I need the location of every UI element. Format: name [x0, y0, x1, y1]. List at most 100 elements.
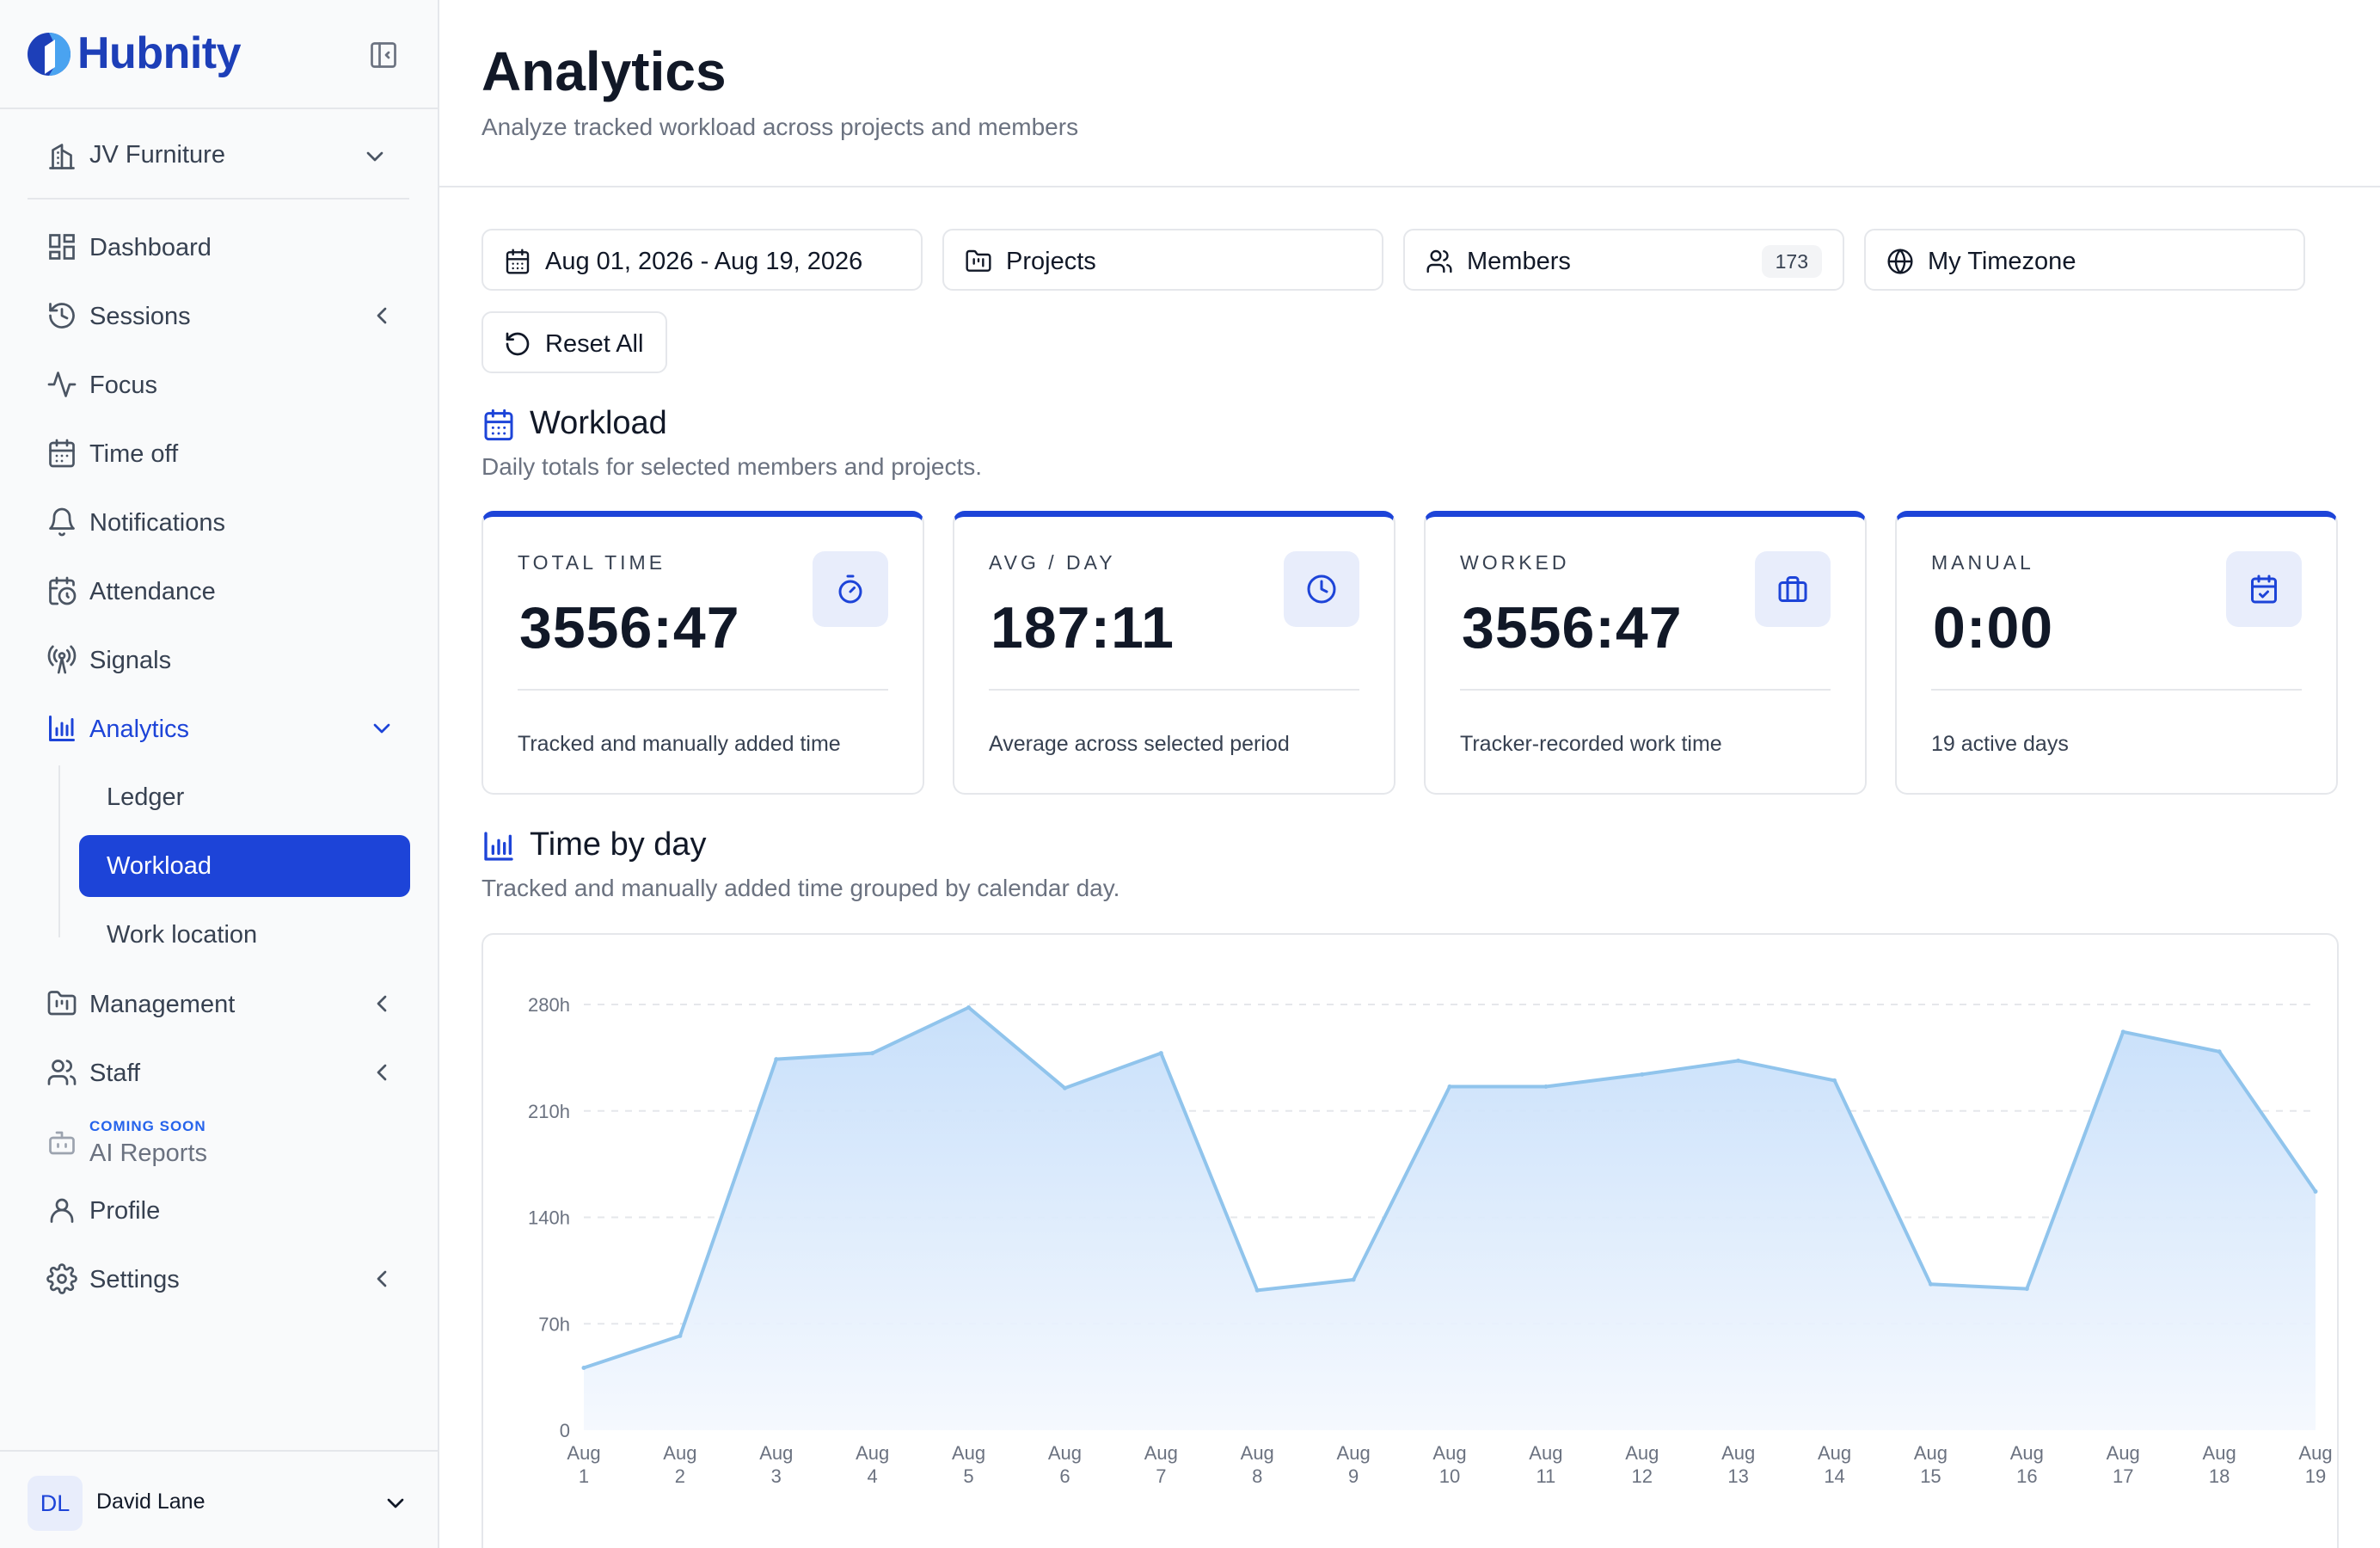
sidebar-item-label: Profile — [89, 1197, 161, 1225]
chart-x-tick-label: 7 — [1156, 1465, 1166, 1487]
stat-card-value: 3556:47 — [1462, 595, 1683, 660]
chart-data-point — [1351, 1277, 1356, 1282]
chart-x-tick-label: 19 — [2305, 1465, 2326, 1487]
chart-x-tick-label: 9 — [1348, 1465, 1359, 1487]
members-filter[interactable]: Members 173 — [1403, 229, 1844, 291]
chart-data-point — [2313, 1189, 2318, 1194]
stat-card-description: Tracker-recorded work time — [1460, 732, 1722, 756]
chart-data-point — [1928, 1281, 1933, 1287]
timezone-filter[interactable]: My Timezone — [1864, 229, 2305, 291]
hubnity-logo-icon — [28, 33, 71, 76]
sidebar-item-settings[interactable]: Settings — [28, 1248, 409, 1310]
chevron-down-icon — [373, 723, 390, 734]
chart-data-point — [1832, 1078, 1837, 1083]
chart-y-tick-label: 210h — [528, 1101, 570, 1122]
sidebar-subitem-work-location[interactable]: Work location — [79, 904, 410, 966]
stat-card-divider — [1460, 689, 1831, 691]
stat-card-avg-day: AVG / DAY 187:11 Average across selected… — [953, 511, 1395, 795]
sidebar-item-attendance[interactable]: Attendance — [28, 560, 409, 622]
chart-x-tick-label: Aug — [1144, 1442, 1178, 1464]
sidebar-item-analytics[interactable]: Analytics — [28, 697, 409, 759]
sidebar-item-signals[interactable]: Signals — [28, 629, 409, 691]
sidebar: Hubnity JV Furniture Dashboard Sessions … — [0, 0, 439, 1548]
sidebar-item-label: AI Reports — [89, 1140, 207, 1167]
sidebar-item-ai-reports: AI Reports — [28, 1109, 409, 1170]
sidebar-item-sessions[interactable]: Sessions — [28, 285, 409, 347]
folder-kanban-icon — [966, 249, 991, 272]
chart-x-tick-label: Aug — [1818, 1442, 1851, 1464]
chart-x-tick-label: 2 — [675, 1465, 685, 1487]
date-range-value: Aug 01, 2026 - Aug 19, 2026 — [545, 248, 863, 275]
chart-x-tick-label: Aug — [1241, 1442, 1274, 1464]
stat-card-worked: WORKED 3556:47 Tracker-recorded work tim… — [1424, 511, 1867, 795]
sidebar-item-staff[interactable]: Staff — [28, 1041, 409, 1103]
sidebar-item-label: Focus — [89, 372, 157, 399]
calendar-icon — [49, 439, 75, 468]
chart-data-point — [1640, 1072, 1645, 1077]
sidebar-subitem-workload[interactable]: Workload — [79, 835, 410, 897]
chart-x-tick-label: Aug — [2010, 1442, 2044, 1464]
sidebar-item-focus[interactable]: Focus — [28, 353, 409, 415]
stat-card-manual: MANUAL 0:00 19 active days — [1895, 511, 2338, 795]
organization-switcher[interactable]: JV Furniture — [28, 120, 409, 200]
chart-data-point — [1543, 1084, 1549, 1089]
members-count-badge: 173 — [1761, 245, 1822, 278]
reset-all-button[interactable]: Reset All — [482, 311, 667, 373]
chart-data-point — [2120, 1029, 2125, 1035]
user-icon — [50, 1198, 74, 1223]
chart-y-tick-label: 280h — [528, 994, 570, 1016]
chart-data-point — [966, 1005, 972, 1010]
user-name: David Lane — [96, 1490, 205, 1514]
chart-x-tick-label: Aug — [1914, 1442, 1948, 1464]
sidebar-collapse-icon[interactable] — [368, 40, 399, 71]
projects-filter[interactable]: Projects — [942, 229, 1383, 291]
sidebar-item-label: Staff — [89, 1060, 141, 1087]
sidebar-item-time-off[interactable]: Time off — [28, 422, 409, 484]
time-by-day-section-title: Time by day — [530, 826, 707, 863]
stat-card-divider — [518, 689, 888, 691]
sidebar-subitem-label: Workload — [107, 852, 212, 880]
sidebar-item-management[interactable]: Management — [28, 973, 409, 1035]
stat-card-divider — [989, 689, 1359, 691]
stat-card-value: 187:11 — [991, 595, 1175, 660]
chart-data-point — [1447, 1084, 1452, 1089]
chart-y-tick-label: 70h — [538, 1313, 570, 1335]
user-menu[interactable]: DL David Lane — [0, 1450, 438, 1548]
chart-x-tick-label: 17 — [2113, 1465, 2133, 1487]
page-subtitle: Analyze tracked workload across projects… — [482, 114, 1079, 140]
sidebar-item-profile[interactable]: Profile — [28, 1179, 409, 1241]
time-by-day-chart: 070h140h210h280hAug1Aug2Aug3Aug4Aug5Aug6… — [528, 994, 2333, 1487]
chart-x-tick-label: Aug — [952, 1442, 985, 1464]
clock-icon — [1307, 574, 1336, 604]
chevron-down-icon — [387, 1498, 404, 1508]
chart-area-fill — [584, 1007, 2316, 1430]
chevron-left-icon — [377, 995, 387, 1012]
chart-x-tick-label: 1 — [579, 1465, 589, 1487]
organization-name: JV Furniture — [89, 141, 225, 169]
stat-card-value: 0:00 — [1933, 595, 2054, 660]
sidebar-item-notifications[interactable]: Notifications — [28, 491, 409, 553]
history-icon — [49, 303, 75, 329]
chart-x-tick-label: Aug — [759, 1442, 793, 1464]
chart-x-tick-label: Aug — [856, 1442, 889, 1464]
chart-x-tick-label: Aug — [1529, 1442, 1562, 1464]
stopwatch-icon — [838, 574, 862, 604]
users-icon — [1426, 249, 1452, 273]
dashboard-icon — [49, 234, 75, 260]
chart-data-point — [1158, 1051, 1163, 1056]
chart-data-point — [2024, 1287, 2029, 1292]
chart-data-point — [581, 1366, 586, 1371]
calendar-icon — [506, 249, 530, 274]
coming-soon-badge: COMING SOON — [89, 1118, 206, 1134]
date-range-picker[interactable]: Aug 01, 2026 - Aug 19, 2026 — [482, 229, 923, 291]
chart-x-tick-label: 16 — [2016, 1465, 2037, 1487]
sidebar-item-dashboard[interactable]: Dashboard — [28, 216, 409, 278]
sidebar-subitem-ledger[interactable]: Ledger — [79, 766, 410, 828]
chart-data-point — [2217, 1049, 2222, 1054]
stat-card-icon-badge — [1755, 551, 1831, 627]
sidebar-item-label: Notifications — [89, 509, 225, 537]
time-by-day-chart-card: 0 70h 140h 210h 280h Aug 1 Aug 2 Aug 3 Aug 4 Aug 5 Aug 6… — [482, 933, 2339, 1548]
chart-x-tick-label: 13 — [1727, 1465, 1748, 1487]
chart-x-tick-label: Aug — [2107, 1442, 2140, 1464]
sidebar-subitem-label: Ledger — [107, 783, 185, 811]
